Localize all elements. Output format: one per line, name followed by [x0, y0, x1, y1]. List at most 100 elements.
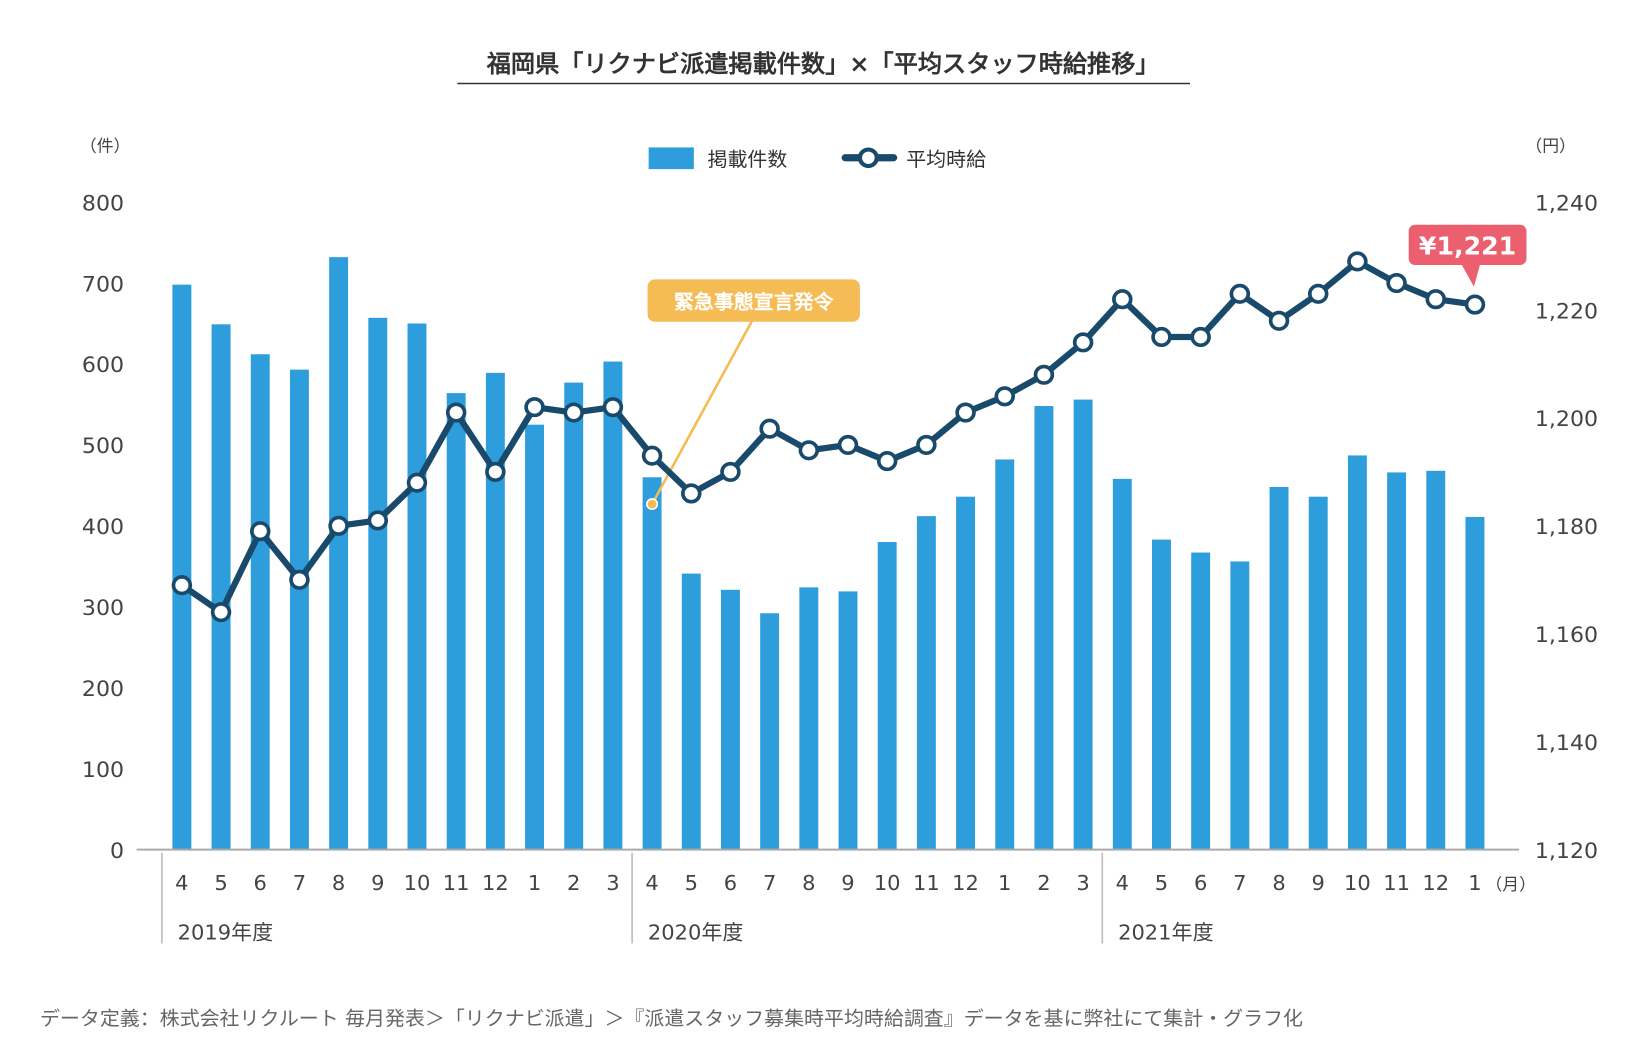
- x-tick-label: 9: [371, 871, 384, 895]
- x-tick-label: 3: [1076, 871, 1089, 895]
- wage-point: [759, 418, 780, 439]
- wage-point: [406, 472, 428, 493]
- bar: [760, 613, 780, 850]
- x-tick-label: 10: [404, 871, 431, 895]
- wage-point: [1112, 289, 1133, 310]
- bar: [446, 393, 466, 850]
- right-axis-ticks: 1,120 1,140 1,160 1,180 1,200 1,220 1,240: [1535, 192, 1598, 864]
- fiscal-year-labels: 2019年度 2020年度 2021年度: [161, 852, 1214, 944]
- x-tick-label: 1: [528, 871, 541, 895]
- wage-point: [916, 434, 937, 455]
- right-tick-label: 1,200: [1535, 407, 1598, 432]
- legend-line-label: 平均時給: [906, 148, 986, 171]
- legend-line-marker: [857, 147, 879, 169]
- left-tick-label: 200: [82, 677, 124, 702]
- bar: [1308, 496, 1328, 850]
- wage-point: [681, 483, 702, 504]
- wage-point: [602, 397, 624, 418]
- wage-point: [641, 445, 663, 466]
- wage-point: [1425, 289, 1447, 310]
- bar: [681, 573, 701, 850]
- bar: [1152, 539, 1171, 850]
- bar: [1347, 455, 1367, 850]
- wage-point: [249, 521, 271, 542]
- bar: [799, 587, 819, 850]
- x-tick-label: 7: [763, 871, 776, 895]
- bar: [642, 477, 662, 850]
- x-tick-label: 2: [567, 871, 580, 895]
- wage-point: [955, 402, 976, 423]
- fiscal-year-label: 2021年度: [1118, 920, 1214, 944]
- bar: [877, 542, 897, 850]
- bar: [1034, 406, 1054, 850]
- annotation-text: 緊急事態宣言発令: [674, 290, 834, 313]
- wage-point: [1268, 310, 1290, 331]
- x-tick-label: 3: [606, 871, 619, 895]
- legend-bar-swatch: [648, 147, 694, 170]
- wage-point: [1229, 283, 1251, 304]
- annotation-dot: [646, 498, 659, 511]
- x-tick-label: 5: [685, 871, 698, 895]
- x-tick-label: 4: [1116, 871, 1129, 895]
- fiscal-year-label: 2019年度: [178, 920, 274, 944]
- x-tick-label: 11: [1383, 871, 1410, 895]
- x-tick-label: 9: [1312, 871, 1325, 895]
- wage-point: [171, 575, 193, 596]
- bar: [250, 354, 270, 850]
- x-tick-label: 12: [1422, 871, 1449, 895]
- bar: [1191, 552, 1211, 850]
- x-tick-label: 12: [952, 871, 979, 895]
- right-tick-label: 1,240: [1535, 192, 1598, 217]
- wage-point: [1072, 332, 1094, 353]
- bar: [211, 324, 231, 850]
- chart-title: 福岡県「リクナビ派遣掲載件数」×「平均スタッフ時給推移」: [486, 50, 1160, 78]
- left-tick-label: 300: [82, 596, 124, 621]
- x-tick-label: 1: [998, 871, 1011, 895]
- wage-callout-pointer: [1461, 263, 1481, 287]
- x-tick-label: 12: [482, 871, 509, 895]
- wage-point: [798, 440, 820, 461]
- wage-callout-text: ¥1,221: [1419, 232, 1516, 261]
- x-tick-label: 6: [1194, 871, 1207, 895]
- left-tick-label: 800: [82, 192, 124, 217]
- bar: [329, 257, 349, 850]
- wage-point: [1151, 326, 1172, 348]
- x-axis-labels: 4 5 6 7 8 9 10 11 12 1 2 3 4 5 6 7 8 9 10 11 12 1 2 3 4 5 6 7 8 9 10 11…: [175, 871, 1481, 895]
- legend-bar-label: 掲載件数: [708, 148, 788, 171]
- wage-point: [485, 461, 506, 482]
- bar: [720, 589, 740, 850]
- bar: [172, 284, 192, 850]
- annotation-emergency: 緊急事態宣言発令: [646, 279, 860, 511]
- wage-callout-box: [1408, 224, 1527, 265]
- bar: [1230, 561, 1250, 850]
- wage-point: [1033, 364, 1055, 385]
- left-tick-label: 600: [82, 353, 124, 378]
- bar: [525, 424, 544, 850]
- right-tick-label: 1,120: [1535, 839, 1598, 864]
- left-tick-label: 700: [82, 272, 124, 297]
- bar: [995, 459, 1015, 850]
- x-tick-label: 6: [254, 871, 267, 895]
- wage-point: [289, 569, 310, 590]
- wage-point: [563, 402, 584, 423]
- wage-point: [1190, 326, 1211, 348]
- wage-point: [1347, 251, 1368, 272]
- bar: [368, 317, 388, 850]
- left-tick-label: 500: [82, 434, 124, 459]
- bar: [838, 591, 858, 850]
- bar: [1112, 478, 1132, 850]
- bar: [485, 372, 505, 850]
- wage-line: [171, 251, 1486, 623]
- left-axis-ticks: 0 100 200 300 400 500 600 700 800: [82, 192, 124, 864]
- x-tick-label: 10: [874, 871, 901, 895]
- wage-point: [720, 461, 741, 482]
- wage-point: [837, 434, 859, 455]
- x-tick-label: 8: [802, 871, 815, 895]
- wage-point: [367, 510, 389, 531]
- x-tick-label: 5: [214, 871, 227, 895]
- bar: [289, 369, 309, 850]
- x-tick-label: 2: [1037, 871, 1050, 895]
- bar: [603, 361, 623, 850]
- bar: [1387, 472, 1407, 850]
